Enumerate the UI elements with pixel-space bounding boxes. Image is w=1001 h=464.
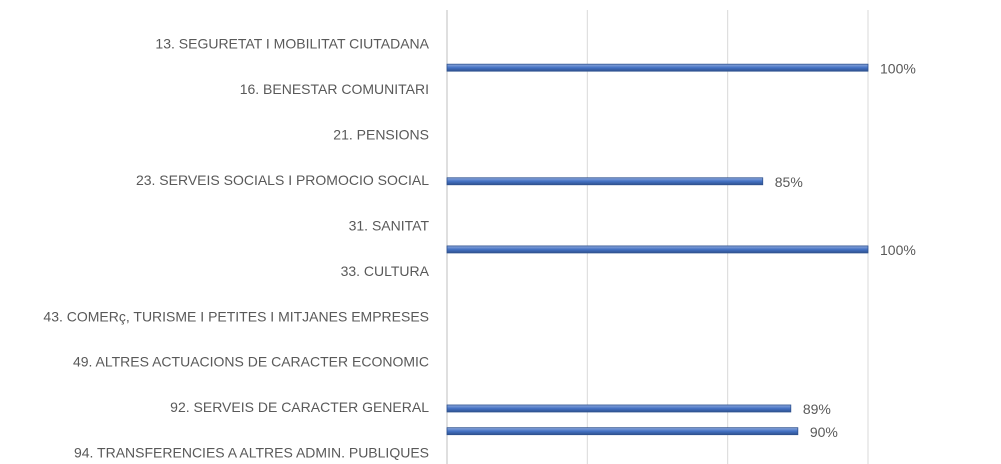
y-tick-label: 94. TRANSFERENCIES A ALTRES ADMIN. PUBLI… (74, 445, 429, 461)
bar (446, 63, 869, 72)
bar (446, 404, 792, 413)
y-tick-label: 21. PENSIONS (333, 127, 429, 143)
data-label: 89% (803, 401, 831, 417)
y-tick-label: 13. SEGURETAT I MOBILITAT CIUTADANA (155, 36, 429, 52)
y-tick-label: 43. COMERç, TURISME I PETITES I MITJANES… (43, 308, 429, 324)
y-tick-label: 92. SERVEIS DE CARACTER GENERAL (170, 399, 429, 415)
bar (446, 427, 799, 436)
data-label: 85% (775, 174, 803, 190)
data-label: 100% (880, 242, 916, 258)
bar (446, 245, 869, 254)
y-tick-label: 16. BENESTAR COMUNITARI (240, 81, 429, 97)
bar (446, 177, 764, 186)
y-tick-label: 23. SERVEIS SOCIALS I PROMOCIO SOCIAL (136, 172, 429, 188)
y-tick-label: 31. SANITAT (349, 217, 430, 233)
data-label: 100% (880, 60, 916, 76)
y-tick-label: 33. CULTURA (341, 263, 430, 279)
y-tick-label: 49. ALTRES ACTUACIONS DE CARACTER ECONOM… (73, 354, 429, 370)
data-label: 90% (810, 424, 838, 440)
